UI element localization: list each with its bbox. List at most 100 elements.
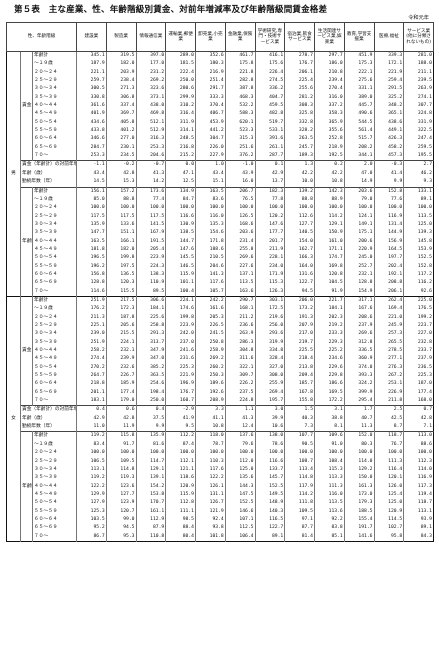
cell-value: 107.7 [284, 431, 315, 441]
cell-value: 310.2 [165, 102, 196, 111]
row-label: ７０～ [34, 533, 49, 539]
cell-value: 221.8 [224, 68, 256, 78]
cell-value: 147.6 [165, 245, 196, 255]
cell-value: 200.6 [343, 237, 375, 246]
cell-value: 116.9 [403, 474, 434, 483]
cell-value: 242.2 [195, 295, 226, 306]
cell-value: 217.0 [284, 330, 315, 339]
cell-value: 523.3 [224, 127, 256, 136]
cell-value: 3.1 [314, 405, 345, 415]
cell-value: 86.7 [76, 532, 107, 542]
cell-value: 114.8 [105, 465, 137, 475]
cell-value: 42.2 [284, 169, 315, 179]
table-row: ７０～ 114.6 115.5 89.5 100.4 105.7 163.6 126.3 94.… [7, 287, 434, 297]
cell-value: 314.1 [165, 127, 196, 136]
cell-value: 131.6 [284, 270, 315, 280]
cell-value: 176.7 [165, 388, 196, 398]
cell-value: 15.3 [105, 178, 137, 187]
table-row: ～１９歳 187.9 182.0 177.0 181.5 180.3 175.8 175.6 1… [7, 60, 434, 69]
cell-value: 322.5 [403, 127, 434, 136]
cell-value: 262.4 [373, 295, 404, 306]
cell-value: 299.9 [165, 93, 196, 103]
cell-value: 43.4 [76, 169, 107, 179]
cell-value: 109.5 [105, 457, 137, 466]
cell-value: 360.9 [343, 355, 375, 364]
cell-value: 42.2 [314, 169, 345, 179]
row-label: 年齢計 [32, 431, 77, 441]
cell-value: 196.9 [165, 380, 196, 389]
cell-value: 140.3 [254, 507, 285, 516]
cell-value: 101.8 [195, 532, 226, 542]
cell-value: 142.3 [314, 186, 345, 196]
cell-value: 173.6 [135, 186, 166, 196]
cell-value: 95.8 [373, 532, 404, 542]
cell-value: 239.9 [105, 355, 137, 364]
cell-value: 211.2 [224, 313, 256, 322]
cell-value: 78.6 [254, 440, 285, 450]
cell-value: 237.9 [343, 322, 375, 331]
cell-value: 85.1 [314, 532, 345, 542]
cell-value: -2.9 [165, 405, 196, 415]
row-label: ２０～２４ [34, 69, 58, 75]
group-label: 年齢階級間賃金格差（２０～２４歳＝１００） [20, 186, 33, 297]
cell-value: 99.0 [105, 515, 137, 525]
cell-value: 113.5 [314, 499, 345, 508]
cell-value: 449.1 [373, 127, 404, 136]
cell-value: 287.7 [254, 152, 285, 161]
row-label: 年齢計 [32, 51, 77, 61]
cell-value: 13.7 [254, 178, 285, 187]
cell-value: 15.1 [195, 178, 226, 187]
cell-value: 258.8 [135, 322, 166, 331]
table-row: ２０～２４ 100.0 100.0 100.0 100.0 100.0 100.0 100.0… [7, 449, 434, 458]
cell-value: 221.9 [165, 372, 196, 381]
cell-value: 191.5 [135, 237, 166, 246]
cell-value: 153.9 [403, 245, 434, 255]
cell-value: 250.0 [135, 397, 166, 406]
cell-value: 229.6 [314, 363, 345, 373]
cell-value: 47.0 [343, 169, 375, 179]
cell-value: 210.8 [314, 68, 345, 78]
table-row: ４５～４９ 129.9 127.7 153.8 115.9 131.1 147.5 149.5… [7, 490, 434, 500]
cell-value: 163.5 [76, 237, 107, 246]
cell-value: 139.2 [284, 186, 315, 196]
cell-value: 257.3 [373, 330, 404, 339]
cell-value: 175.6 [254, 60, 285, 69]
cell-value: 141.3 [195, 270, 226, 280]
cell-value: 258.9 [195, 347, 226, 356]
col-header: 学術研究,専門・技術サービス業 [254, 22, 286, 52]
row-label: ２５～２９ [34, 323, 58, 328]
cell-value: 328.4 [254, 355, 285, 364]
cell-value: 239.4 [314, 77, 345, 86]
cell-value: 98.5 [165, 515, 196, 525]
cell-value: 92.2 [314, 515, 345, 525]
row-label: ４５～４９ [34, 491, 58, 497]
cell-value: 113.0 [403, 431, 434, 441]
table-row: 男賃金（千円）年齢計345.1319.5397.0289.0352.6461.7… [6, 50, 434, 297]
row-label: ３０～３４ [34, 221, 58, 227]
table-row: ４５～４９ 181.8 182.0 205.4 147.6 188.6 255.8 211.9… [7, 245, 434, 255]
cell-value: 324.8 [403, 110, 434, 119]
cell-value: 117.5 [135, 212, 166, 221]
cell-value: 365.9 [314, 118, 345, 128]
row-label: ４５～４９ [34, 246, 58, 252]
cell-value: 317.1 [343, 295, 375, 306]
row-label: ５５～５９ [34, 128, 58, 134]
cell-value: 331.1 [343, 85, 375, 94]
cell-value: 133.1 [403, 186, 434, 196]
cell-value: 232.8 [403, 338, 434, 348]
cell-value: 278.5 [373, 347, 404, 356]
cell-value: 100.0 [224, 449, 256, 458]
cell-value: 234.0 [254, 262, 285, 271]
cell-value: 108.7 [284, 457, 315, 466]
cell-value: 100.0 [105, 449, 137, 458]
cell-value: 138.5 [165, 229, 196, 238]
table-row: ２５～２９ 106.5 109.5 114.7 112.1 110.3 112.0 116.6… [7, 457, 434, 466]
cell-value: 445.7 [343, 102, 375, 111]
cell-value: 120.2 [254, 212, 285, 221]
cell-value: 205.4 [135, 245, 166, 255]
cell-value: 156.1 [76, 186, 107, 196]
cell-value: 441.2 [195, 127, 226, 136]
cell-value: 119.4 [403, 490, 434, 500]
cell-value: 116.0 [314, 490, 345, 500]
cell-value: 128.8 [76, 279, 107, 288]
